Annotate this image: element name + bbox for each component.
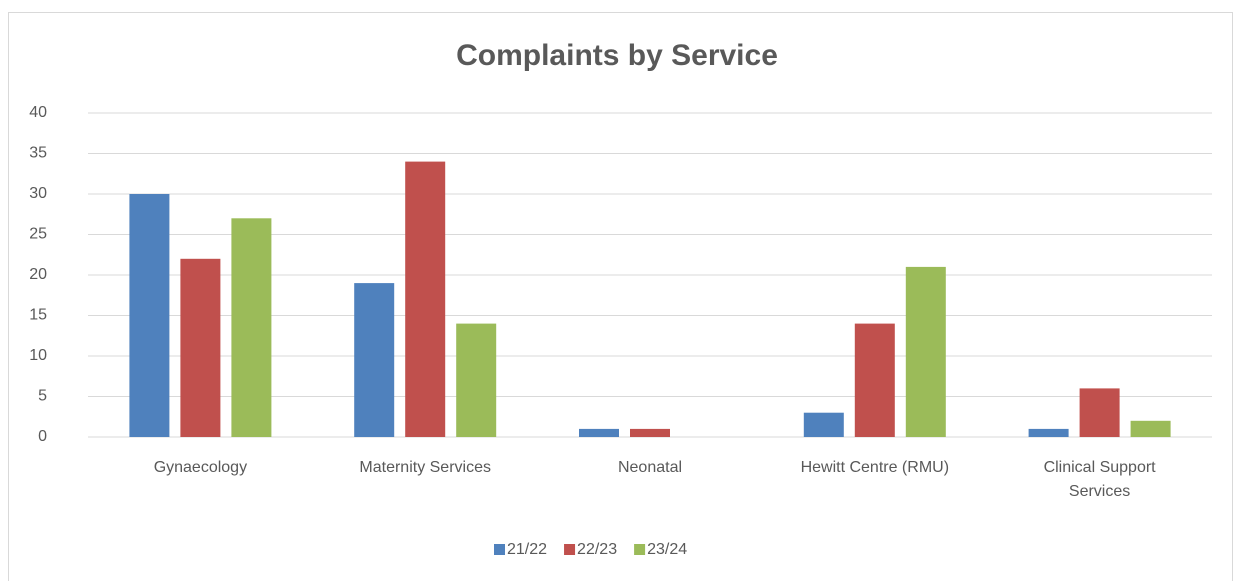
x-tick-label: Hewitt Centre (RMU) [800,459,950,476]
bar [1130,420,1171,437]
legend-swatch [634,544,646,555]
y-tick-label: 0 [38,428,47,445]
x-tick-label: Maternity Services [359,459,491,476]
y-tick-label: 40 [29,104,47,121]
x-tick-label: Clinical Support Services [1043,459,1156,500]
y-tick-label: 35 [29,145,47,162]
bar [630,428,670,437]
bar [905,266,946,437]
bar [854,323,895,437]
bar [579,428,619,437]
legend-label: 23/24 [647,541,687,558]
legend-swatch [494,544,505,555]
chart-title: Complaints by Service [456,39,778,72]
y-tick-label: 30 [29,185,47,202]
legend-swatch [564,544,576,555]
y-tick-label: 10 [29,347,47,364]
y-tick-label: 15 [29,307,47,324]
y-tick-label: 5 [38,388,47,405]
bar [456,323,497,437]
y-tick-label: 25 [29,226,47,243]
bar [1079,388,1120,437]
bar [803,412,844,437]
legend-label: 22/23 [577,541,617,558]
bar [180,258,221,437]
bar [405,161,446,437]
bar [354,283,395,437]
bar [1028,428,1069,437]
legend-label: 21/22 [507,541,547,558]
y-tick-label: 20 [29,266,47,283]
bar [129,194,170,437]
bar [231,218,272,437]
x-tick-label: Gynaecology [153,459,248,476]
x-tick-label: Neonatal [617,459,683,476]
